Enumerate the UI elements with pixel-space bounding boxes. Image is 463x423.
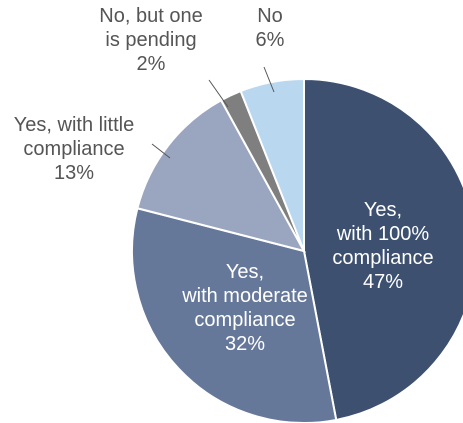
slice-value-label: 32%	[225, 333, 265, 355]
slice-name-line: compliance	[23, 138, 124, 160]
slice-name-line: No	[257, 5, 283, 27]
slice-label: No, but one is pending 2%	[99, 5, 202, 75]
slice-label: Yes, with moderate compliance 32%	[181, 261, 308, 355]
slice-value-label: 47%	[363, 271, 403, 293]
slice-label: No 6%	[256, 5, 285, 51]
slice-name-line: Yes, with little	[14, 114, 134, 136]
leader-line	[151, 143, 171, 159]
slice-value-label: 6%	[256, 29, 285, 51]
pie-slice	[239, 77, 305, 252]
slice-name-line: Yes,	[226, 261, 264, 283]
slice-name-line: with moderate	[181, 285, 308, 307]
slice-name-line: compliance	[194, 309, 295, 331]
slice-name-line: compliance	[332, 247, 433, 269]
pie-slice	[136, 98, 306, 253]
slice-name-line: No, but one	[99, 5, 202, 27]
slice-label: Yes, with 100% compliance 47%	[332, 199, 433, 293]
leader-line	[263, 66, 275, 93]
pie-slices	[130, 77, 463, 423]
slice-name-line: Yes,	[364, 199, 402, 221]
slice-value-label: 2%	[137, 53, 166, 75]
leader-lines	[151, 66, 275, 159]
slice-value-label: 13%	[54, 162, 94, 184]
pie-slice	[303, 77, 463, 422]
slice-labels: Yes, with 100% compliance 47%Yes, with moder…	[14, 5, 434, 355]
slice-name-line: with 100%	[336, 223, 429, 245]
slice-name-line: is pending	[105, 29, 196, 51]
slice-label: Yes, with little compliance 13%	[14, 114, 134, 184]
leader-line	[208, 79, 229, 108]
